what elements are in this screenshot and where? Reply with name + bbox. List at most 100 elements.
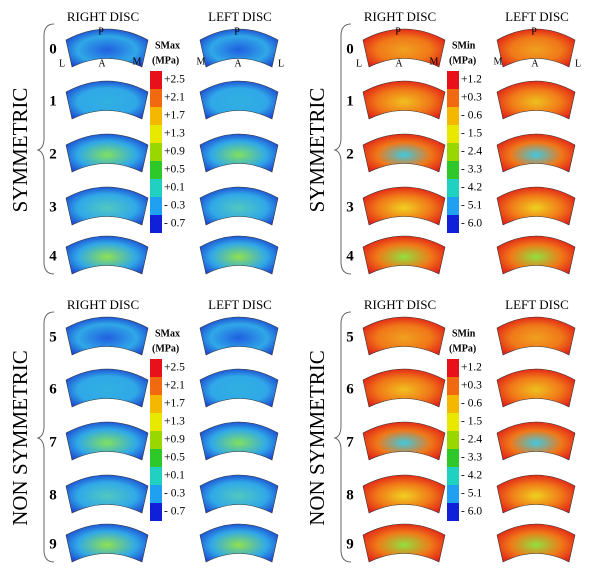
legend-swatch: [150, 431, 162, 449]
legend-swatch: [150, 125, 162, 143]
legend-title: SMin: [452, 40, 476, 51]
orientation-label: P: [234, 26, 240, 37]
orientation-label: M: [430, 56, 439, 67]
legend-swatch: [150, 467, 162, 485]
disc-contour: [66, 81, 148, 119]
disc-contour: [66, 187, 148, 225]
legend-label: - 4.2: [461, 470, 482, 482]
legend-swatch: [150, 179, 162, 197]
side-label: NON SYMMETRIC: [8, 350, 32, 526]
panel: RIGHT DISCLEFT DISCNON SYMMETRIC56789SMi…: [305, 297, 575, 562]
disc-contour: [497, 236, 575, 274]
legend-label: +1.3: [164, 416, 185, 428]
column-header: LEFT DISC: [505, 9, 569, 24]
column-header: LEFT DISC: [208, 9, 272, 24]
legend-label: +0.9: [164, 434, 185, 446]
row-number: 5: [346, 329, 354, 345]
side-label: SYMMETRIC: [8, 88, 32, 213]
row-number: 7: [49, 434, 57, 450]
legend-label: - 2.4: [461, 146, 482, 158]
disc-contour: [66, 475, 148, 513]
legend-label: - 6.0: [461, 506, 482, 518]
column-header: RIGHT DISC: [67, 9, 139, 24]
row-number: 8: [346, 487, 354, 503]
orientation-label: L: [356, 58, 362, 69]
row-number: 4: [49, 248, 57, 264]
legend-title: SMax: [155, 328, 180, 339]
column-header: RIGHT DISC: [364, 9, 436, 24]
row-number: 2: [49, 146, 57, 162]
legend-swatch: [447, 143, 459, 161]
legend-label: - 0.6: [461, 398, 482, 410]
legend-swatch: [447, 215, 459, 233]
row-number: 9: [49, 536, 57, 552]
disc-contour: [66, 422, 148, 460]
disc-contour: [363, 81, 445, 119]
disc-contour: [497, 187, 575, 225]
disc-contour: [497, 422, 575, 460]
disc-contour: [363, 236, 445, 274]
disc-contour: [66, 317, 148, 355]
legend-swatch: [447, 71, 459, 89]
disc-contour: [66, 134, 148, 172]
legend-swatch: [150, 89, 162, 107]
disc-contour: [200, 187, 278, 225]
legend-label: - 2.4: [461, 434, 482, 446]
side-label: NON SYMMETRIC: [305, 350, 329, 526]
row-number: 3: [346, 199, 354, 215]
column-header: LEFT DISC: [208, 297, 272, 312]
legend-label: - 3.3: [461, 164, 482, 176]
row-number: 1: [346, 93, 354, 109]
row-number: 6: [49, 381, 57, 397]
legend-swatch: [150, 449, 162, 467]
disc-contour: [200, 369, 278, 407]
legend-swatch: [447, 125, 459, 143]
row-number: 6: [346, 381, 354, 397]
figure: RIGHT DISCLEFT DISCSYMMETRIC01234PLAMPMA…: [0, 0, 594, 568]
row-number: 9: [346, 536, 354, 552]
legend-unit: (MPa): [152, 55, 179, 66]
row-number: 2: [346, 146, 354, 162]
legend-label: +0.1: [164, 182, 185, 194]
legend-label: - 1.5: [461, 416, 482, 428]
legend-label: - 6.0: [461, 218, 482, 230]
legend-label: - 3.3: [461, 452, 482, 464]
legend-label: +0.9: [164, 146, 185, 158]
legend-swatch: [447, 413, 459, 431]
legend-swatch: [447, 377, 459, 395]
column-header: RIGHT DISC: [364, 297, 436, 312]
row-number: 3: [49, 199, 57, 215]
disc-contour: [363, 134, 445, 172]
legend-label: +1.2: [461, 74, 482, 86]
orientation-label: L: [59, 58, 65, 69]
orientation-label: L: [278, 58, 284, 69]
legend-label: +2.1: [164, 92, 185, 104]
orientation-label: L: [575, 58, 581, 69]
legend-swatch: [150, 485, 162, 503]
legend-label: +2.5: [164, 362, 185, 374]
legend-label: +1.7: [164, 110, 185, 122]
row-number: 1: [49, 93, 57, 109]
disc-contour: [66, 524, 148, 562]
orientation-label: M: [133, 56, 142, 67]
disc-contour: [497, 81, 575, 119]
legend-title: SMax: [155, 40, 180, 51]
legend-label: +0.1: [164, 470, 185, 482]
disc-contour: [200, 524, 278, 562]
legend-unit: (MPa): [449, 55, 476, 66]
disc-contour: [66, 236, 148, 274]
legend-swatch: [150, 143, 162, 161]
legend-swatch: [447, 467, 459, 485]
legend-swatch: [447, 107, 459, 125]
legend-swatch: [150, 503, 162, 521]
legend-label: +0.3: [461, 380, 482, 392]
disc-contour: [66, 369, 148, 407]
disc-contour: [497, 317, 575, 355]
legend-swatch: [150, 197, 162, 215]
legend-label: - 0.3: [164, 488, 185, 500]
legend-label: +1.2: [461, 362, 482, 374]
column-header: RIGHT DISC: [67, 297, 139, 312]
legend-swatch: [150, 71, 162, 89]
legend-swatch: [447, 89, 459, 107]
